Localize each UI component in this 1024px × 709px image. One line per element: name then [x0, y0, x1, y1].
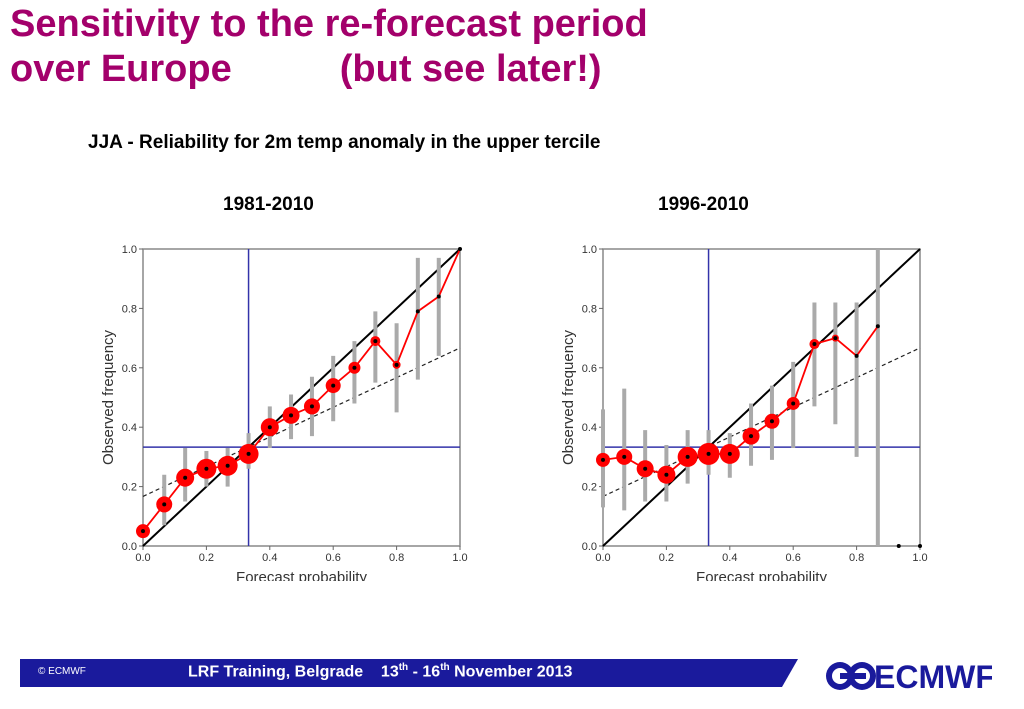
reliability-point-center	[706, 451, 711, 456]
reliability-point-center	[373, 339, 378, 344]
y-axis-label: Observed frequency	[100, 329, 117, 465]
period-label-left: 1981-2010	[223, 194, 314, 215]
plot-frame	[602, 248, 921, 547]
copyright-text: © ECMWF	[38, 666, 86, 677]
x-tick-label: 0.8	[389, 552, 404, 564]
footer-date-end: 16	[422, 663, 441, 681]
reliability-point-center	[664, 472, 669, 477]
x-tick-label: 0.2	[199, 552, 214, 564]
reliability-point-center	[749, 434, 754, 439]
y-tick-label: 1.0	[122, 244, 137, 256]
reliability-point-center	[727, 451, 732, 456]
reliability-point-center	[918, 544, 922, 548]
reliability-point-center	[246, 451, 251, 456]
x-tick-label: 0.4	[262, 552, 277, 564]
y-axis-label: Observed frequency	[560, 329, 577, 465]
y-tick-label: 0.0	[122, 541, 137, 553]
x-tick-label: 1.0	[912, 552, 927, 564]
x-tick-label: 0.0	[595, 552, 610, 564]
perfect-reliability-diagonal	[142, 248, 461, 547]
reliability-point-center	[352, 365, 357, 370]
footer-event-text: LRF Training, Belgrade 13th - 16th Novem…	[188, 662, 572, 681]
chart-subtitle: JJA - Reliability for 2m temp anomaly in…	[88, 132, 601, 153]
footer-date-start: 13	[380, 663, 399, 681]
reliability-point-center	[791, 401, 796, 406]
reliability-point-center	[225, 463, 230, 468]
reliability-chart-1996-2010: 0.0 0.2 0.4 0.6 0.8 1.0 0.0 0.2 0.4 0.6 0.8 1.0 Fore…	[560, 244, 928, 581]
reliability-point-center	[854, 353, 859, 358]
footer-date-sep: -	[408, 663, 423, 681]
title-line-1: Sensitivity to the re-forecast period	[10, 3, 648, 45]
reliability-point-center	[458, 247, 462, 251]
reliability-point-center	[436, 294, 441, 299]
ecmwf-logo: ECMWF	[826, 659, 992, 695]
x-tick-label: 0.6	[326, 552, 341, 564]
y-tick-label: 0.0	[582, 541, 597, 553]
reliability-point-center	[875, 324, 880, 329]
reliability-point-center	[183, 475, 188, 480]
reliability-point-center	[204, 466, 209, 471]
x-axis-label: Forecast probability	[236, 569, 367, 581]
reliability-point-center	[833, 336, 838, 341]
y-tick-label: 1.0	[582, 244, 597, 256]
y-tick-label: 0.8	[122, 303, 137, 315]
reliability-point-center	[896, 544, 901, 548]
y-tick-label: 0.8	[582, 303, 597, 315]
footer-date-end-sup: th	[440, 662, 450, 673]
footer-date-start-sup: th	[398, 662, 409, 673]
y-tick-label: 0.6	[122, 363, 137, 375]
perfect-reliability-diagonal	[602, 248, 921, 547]
ecmwf-logo-text: ECMWF	[874, 659, 992, 695]
reliability-point-center	[309, 404, 314, 409]
footer-event: LRF Training, Belgrade	[188, 663, 364, 681]
reliability-point-center	[267, 425, 272, 430]
reliability-point-center	[162, 502, 167, 507]
x-tick-label: 0.2	[659, 552, 674, 564]
reliability-point-center	[415, 309, 420, 314]
period-label-right: 1996-2010	[658, 194, 749, 215]
reliability-point-center	[289, 413, 294, 418]
reliability-point-center	[622, 454, 627, 459]
y-tick-label: 0.6	[582, 363, 597, 375]
reliability-chart-1981-2010: 0.0 0.2 0.4 0.6 0.8 1.0 0.0 0.2 0.4 0.6 0.8 1.0 Fore…	[100, 244, 468, 581]
ecmwf-logo-mark	[826, 662, 876, 690]
x-axis-label: Forecast probability	[696, 569, 827, 581]
footer-date-rest: November 2013	[449, 663, 573, 681]
reliability-point-center	[685, 454, 690, 459]
reliability-point-center	[601, 457, 605, 462]
reliability-point-center	[394, 362, 399, 367]
title-line-2a: over Europe	[10, 48, 232, 90]
slide-title: Sensitivity to the re-forecast period ov…	[10, 2, 648, 92]
y-tick-label: 0.4	[582, 422, 597, 434]
no-skill-line	[142, 347, 461, 497]
plot-frame	[142, 248, 461, 547]
footer-bar	[20, 659, 798, 687]
x-tick-label: 0.8	[849, 552, 864, 564]
x-tick-label: 0.6	[786, 552, 801, 564]
y-tick-label: 0.2	[122, 482, 137, 494]
y-tick-label: 0.2	[582, 482, 597, 494]
x-tick-label: 0.4	[722, 552, 737, 564]
title-line-2: over Europe (but see later!)	[10, 47, 648, 92]
reliability-point-center	[331, 383, 336, 388]
y-tick-label: 0.4	[122, 422, 137, 434]
x-tick-label: 1.0	[452, 552, 467, 564]
title-line-2b: (but see later!)	[339, 48, 602, 90]
reliability-point-center	[812, 342, 817, 347]
reliability-point-center	[141, 529, 145, 534]
reliability-point-center	[643, 466, 648, 471]
reliability-point-center	[769, 419, 774, 424]
x-tick-label: 0.0	[135, 552, 150, 564]
reliability-curve	[142, 248, 461, 532]
